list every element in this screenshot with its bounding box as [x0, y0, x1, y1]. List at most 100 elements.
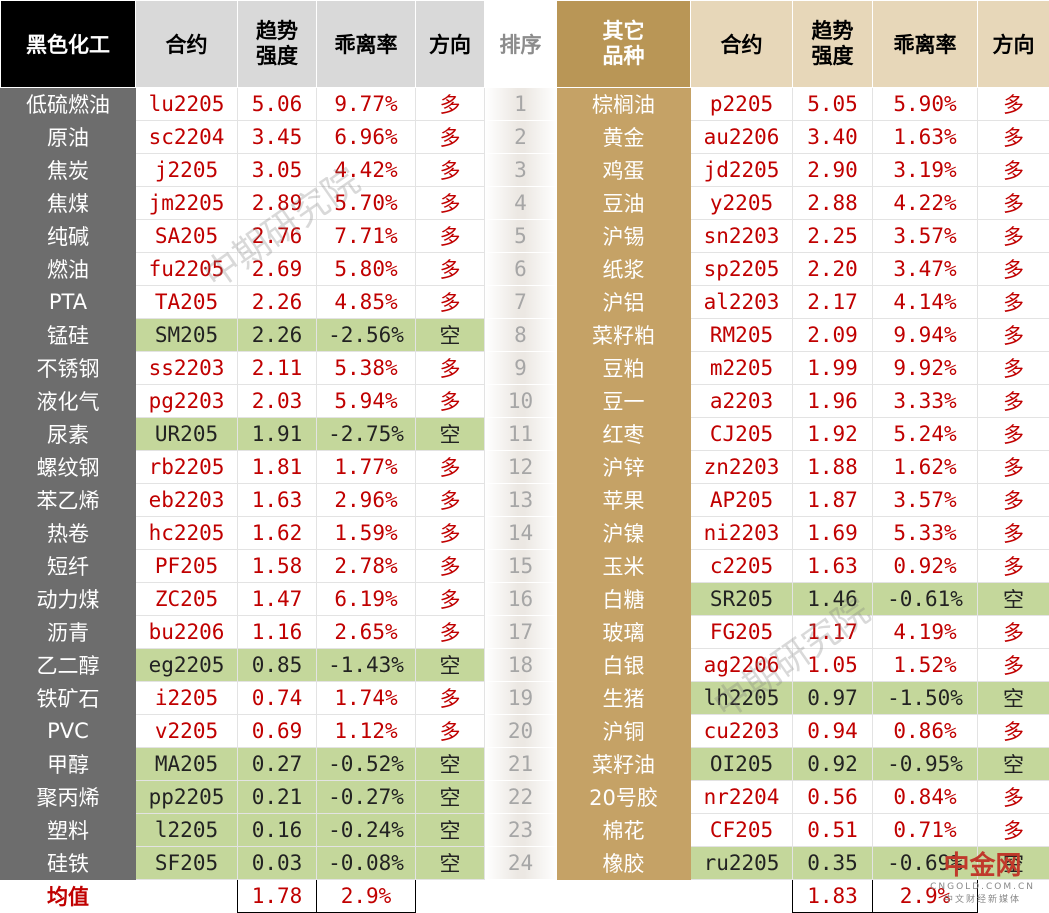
deviation: -0.95%	[872, 747, 978, 781]
trend-strength: 0.51	[792, 813, 873, 847]
deviation: -0.24%	[316, 813, 416, 847]
direction: 多	[415, 87, 485, 121]
trend-strength: 1.16	[237, 615, 317, 649]
deviation: 5.38%	[316, 351, 416, 385]
contract: UR205	[135, 417, 238, 451]
header-cell: 排序	[484, 0, 557, 88]
trend-strength: 0.74	[237, 681, 317, 715]
trend-strength: 1.81	[237, 450, 317, 484]
category: 沪镍	[556, 516, 691, 550]
trend-strength: 0.94	[792, 714, 873, 748]
trend-strength: 1.46	[792, 582, 873, 616]
row: 硅铁 SF205 0.03 -0.08% 空 24 橡胶 ru2205 0.35 -0.69% 空	[0, 846, 1049, 880]
deviation: 5.24%	[872, 417, 978, 451]
trend-strength: 2.03	[237, 384, 317, 418]
category: 鸡蛋	[556, 153, 691, 187]
header-cell: 合约	[690, 0, 793, 88]
direction: 多	[977, 714, 1049, 748]
direction: 多	[415, 615, 485, 649]
trend-strength: 1.63	[792, 549, 873, 583]
row: 均值 1.78 2.9% 1.83 2.9%	[0, 879, 1049, 913]
blank	[415, 879, 485, 913]
deviation: -2.75%	[316, 417, 416, 451]
category: 沪锡	[556, 219, 691, 253]
category: 铁矿石	[0, 681, 136, 715]
direction: 多	[415, 384, 485, 418]
contract: SF205	[135, 846, 238, 880]
mean-deviation: 2.9%	[316, 879, 416, 913]
trend-strength: 1.87	[792, 483, 873, 517]
row: 短纤 PF205 1.58 2.78% 多 15 玉米 c2205 1.63 0.92% 多	[0, 549, 1049, 583]
contract: eg2205	[135, 648, 238, 682]
category: 20号胶	[556, 780, 691, 814]
category: 纸浆	[556, 252, 691, 286]
contract: SR205	[690, 582, 793, 616]
trend-strength: 2.17	[792, 285, 873, 319]
direction: 多	[977, 384, 1049, 418]
direction: 空	[415, 648, 485, 682]
trend-strength: 0.85	[237, 648, 317, 682]
contract: ss2203	[135, 351, 238, 385]
deviation: 0.86%	[872, 714, 978, 748]
header-text: 趋势强度	[811, 18, 854, 68]
category: 玻璃	[556, 615, 691, 649]
rank: 21	[484, 747, 557, 781]
contract: AP205	[690, 483, 793, 517]
header-cell: 合约	[135, 0, 238, 88]
deviation: 3.57%	[872, 219, 978, 253]
header-cell: 趋势强度	[237, 0, 317, 88]
category: 沥青	[0, 615, 136, 649]
direction: 空	[415, 417, 485, 451]
rank: 1	[484, 87, 557, 121]
blank	[135, 879, 238, 913]
deviation: 6.19%	[316, 582, 416, 616]
category: 豆一	[556, 384, 691, 418]
category: 苹果	[556, 483, 691, 517]
direction: 多	[415, 351, 485, 385]
deviation: 2.96%	[316, 483, 416, 517]
contract: RM205	[690, 318, 793, 352]
direction: 多	[977, 219, 1049, 253]
deviation: 9.94%	[872, 318, 978, 352]
row: 焦煤 jm2205 2.89 5.70% 多 4 豆油 y2205 2.88 4.22% 多	[0, 186, 1049, 220]
category: 焦炭	[0, 153, 136, 187]
category: 玉米	[556, 549, 691, 583]
logo-url: CNGOLD.COM.CN	[930, 882, 1035, 892]
row: 尿素 UR205 1.91 -2.75% 空 11 红枣 CJ205 1.92 5.24% 多	[0, 417, 1049, 451]
deviation: 4.42%	[316, 153, 416, 187]
category: 焦煤	[0, 186, 136, 220]
trend-strength: 3.40	[792, 120, 873, 154]
direction: 多	[977, 153, 1049, 187]
category: 沪铝	[556, 285, 691, 319]
contract: zn2203	[690, 450, 793, 484]
direction: 多	[415, 714, 485, 748]
category: 低硫燃油	[0, 87, 136, 121]
contract: sp2205	[690, 252, 793, 286]
trend-strength: 2.69	[237, 252, 317, 286]
direction: 空	[415, 747, 485, 781]
category: 硅铁	[0, 846, 136, 880]
rank: 10	[484, 384, 557, 418]
rank: 12	[484, 450, 557, 484]
row: 不锈钢 ss2203 2.11 5.38% 多 9 豆粕 m2205 1.99 9.92% 多	[0, 351, 1049, 385]
rank: 6	[484, 252, 557, 286]
contract: p2205	[690, 87, 793, 121]
category: 菜籽油	[556, 747, 691, 781]
contract: a2203	[690, 384, 793, 418]
category: 橡胶	[556, 846, 691, 880]
rank: 22	[484, 780, 557, 814]
row: 黑色化工 合约 趋势强度 乖离率 方向 排序 其它品种 合约 趋势强度 乖离率 方向	[0, 0, 1049, 88]
contract: ni2203	[690, 516, 793, 550]
trend-strength: 0.69	[237, 714, 317, 748]
deviation: 3.47%	[872, 252, 978, 286]
contract: CJ205	[690, 417, 793, 451]
deviation: 1.12%	[316, 714, 416, 748]
direction: 多	[977, 87, 1049, 121]
deviation: 2.65%	[316, 615, 416, 649]
category: 不锈钢	[0, 351, 136, 385]
contract: ru2205	[690, 846, 793, 880]
direction: 多	[977, 285, 1049, 319]
direction: 多	[977, 549, 1049, 583]
